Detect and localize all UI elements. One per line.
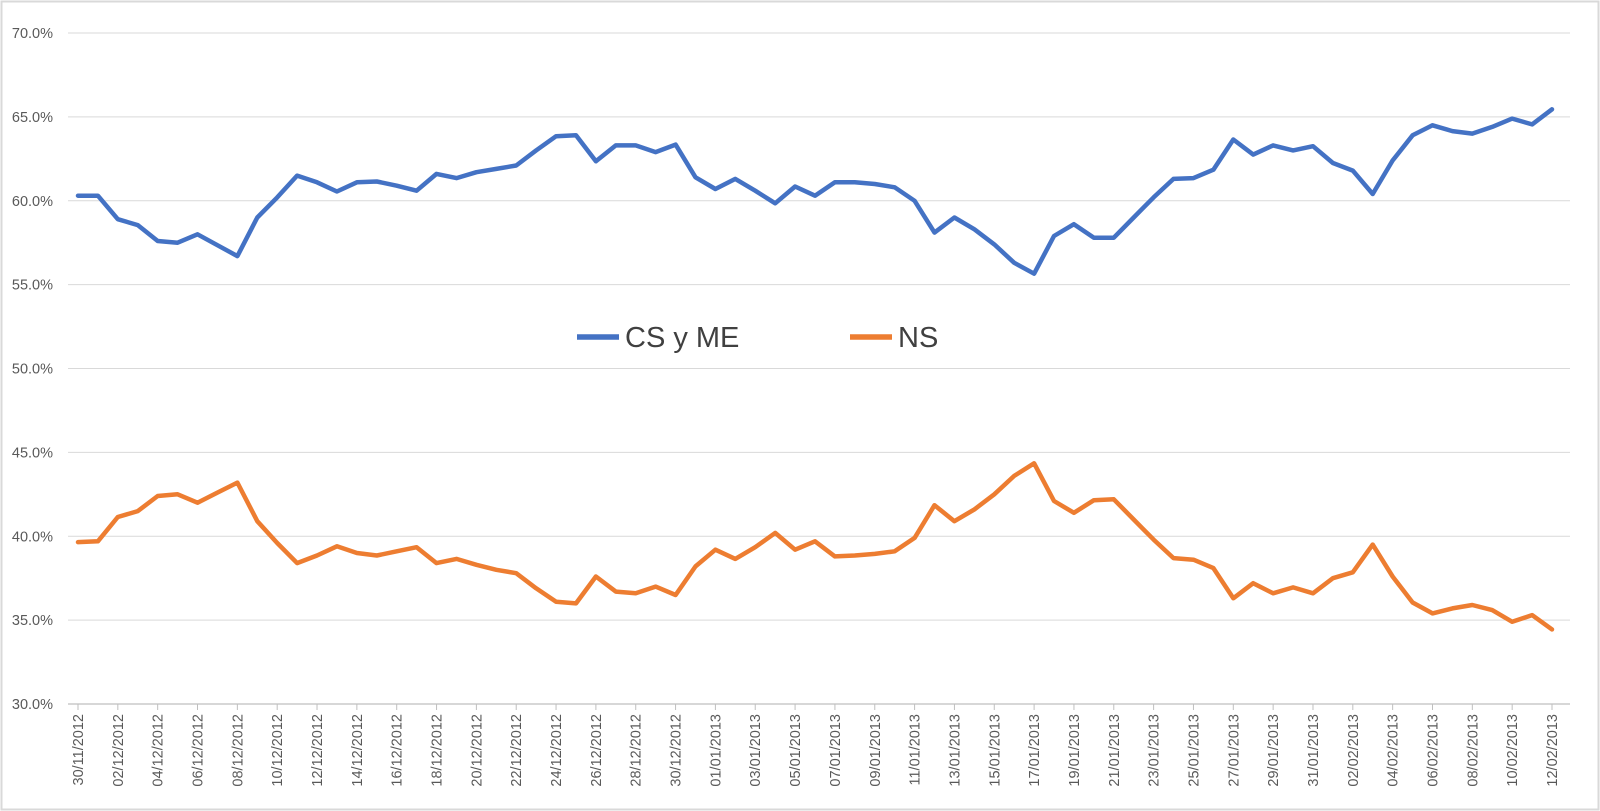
y-tick-label: 50.0% (12, 362, 53, 378)
x-axis-labels: 30/11/2012 02/12/2012 04/12/2012 06/12/2012… (71, 714, 1561, 787)
x-tick-label: 16/12/2012 (390, 714, 406, 787)
x-tick-label: 18/12/2012 (430, 714, 446, 787)
x-tick-label: 30/11/2012 (71, 714, 87, 786)
x-tick-label: 27/01/2013 (1226, 714, 1242, 787)
y-tick-label: 40.0% (12, 529, 53, 545)
y-tick-label: 55.0% (12, 278, 53, 294)
x-tick-label: 12/02/2013 (1545, 714, 1561, 787)
y-tick-label: 30.0% (12, 697, 53, 713)
x-tick-label: 25/01/2013 (1186, 714, 1202, 787)
x-tick-label: 03/01/2013 (748, 714, 764, 787)
x-tick-label: 19/01/2013 (1067, 714, 1083, 787)
y-tick-label: 60.0% (12, 194, 53, 210)
x-tick-label: 21/01/2013 (1107, 714, 1123, 787)
x-tick-label: 24/12/2012 (549, 714, 565, 787)
x-tick-label: 26/12/2012 (589, 714, 605, 787)
y-axis-labels: 70.0% 65.0% 60.0% 55.0% 50.0% 45.0% 40.0% 35.0%… (12, 26, 53, 713)
x-tick-label: 08/02/2013 (1465, 714, 1481, 787)
gridlines (68, 32, 1570, 705)
legend: CS y ME NS (577, 322, 938, 354)
x-tick-label: 07/01/2013 (828, 714, 844, 787)
series-line-ns (75, 461, 1555, 632)
x-tick-label: 01/01/2013 (708, 714, 724, 787)
x-tick-label: 06/12/2012 (191, 714, 207, 787)
y-tick-label: 45.0% (12, 445, 53, 461)
y-tick-label: 65.0% (12, 110, 53, 126)
x-tick-label: 29/01/2013 (1266, 714, 1282, 787)
x-tick-label: 30/12/2012 (669, 714, 685, 787)
x-tick-label: 12/12/2012 (310, 714, 326, 787)
x-tick-label: 20/12/2012 (469, 714, 485, 787)
x-tick-label: 13/01/2013 (947, 714, 963, 787)
x-tick-label: 22/12/2012 (509, 714, 525, 787)
x-tick-label: 10/02/2013 (1505, 714, 1521, 787)
x-tick-label: 09/01/2013 (868, 714, 884, 787)
x-tick-label: 05/01/2013 (788, 714, 804, 787)
y-tick-label: 35.0% (12, 613, 53, 629)
series-line-cs-y-me (75, 107, 1555, 276)
legend-label-cs-y-me: CS y ME (625, 322, 739, 354)
x-tick-label: 02/12/2012 (111, 714, 127, 787)
x-axis (77, 704, 1553, 710)
x-tick-label: 15/01/2013 (987, 714, 1003, 787)
x-tick-label: 06/02/2013 (1425, 714, 1441, 787)
x-tick-label: 14/12/2012 (350, 714, 366, 787)
x-tick-label: 23/01/2013 (1147, 714, 1163, 787)
x-tick-label: 31/01/2013 (1306, 714, 1322, 787)
x-tick-label: 04/02/2013 (1386, 714, 1402, 787)
x-tick-label: 08/12/2012 (230, 714, 246, 787)
x-tick-label: 04/12/2012 (151, 714, 167, 787)
x-tick-label: 10/12/2012 (270, 714, 286, 787)
series-lines (75, 107, 1555, 632)
legend-label-ns: NS (898, 322, 938, 354)
y-tick-label: 70.0% (12, 26, 53, 42)
x-tick-label: 17/01/2013 (1027, 714, 1043, 787)
x-tick-label: 28/12/2012 (629, 714, 645, 787)
x-tick-label: 02/02/2013 (1346, 714, 1362, 787)
x-tick-label: 11/01/2013 (908, 714, 924, 786)
